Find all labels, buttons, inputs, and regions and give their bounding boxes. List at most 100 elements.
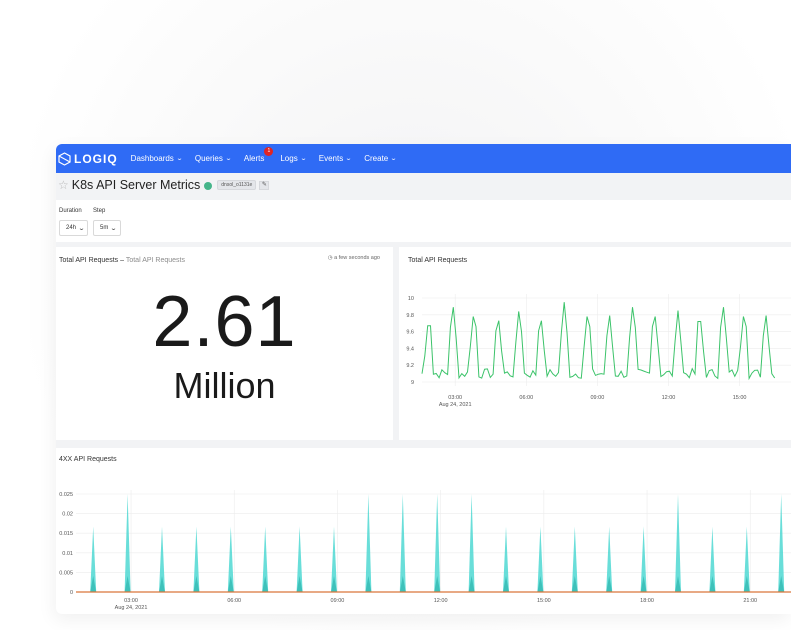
counter-panel-title: Total API Requests – Total API Requests	[59, 257, 185, 264]
spike-area	[124, 494, 131, 592]
spike-area	[503, 526, 509, 592]
spike-core	[365, 576, 372, 592]
x-tick-label: 09:00	[331, 598, 345, 604]
x-tick-label: 18:00	[640, 598, 654, 604]
spike-core	[503, 576, 509, 592]
chevron-down-icon: ⌄	[224, 156, 232, 162]
chevron-down-icon: ⌄	[78, 225, 86, 232]
y-tick-label: 0.015	[59, 531, 73, 537]
spike-core	[399, 576, 406, 592]
y-tick-label: 9.2	[406, 363, 414, 369]
nav-logs-label: Logs	[280, 154, 298, 163]
spike-core	[434, 576, 441, 592]
total-requests-panel: Total API Requests 10 9.8 9.6 9.4 9.2 9 03:00 A…	[399, 247, 791, 440]
nav-create[interactable]: Create ⌄	[364, 154, 397, 163]
x-tick-label: 06:00	[227, 598, 241, 604]
nav-alerts[interactable]: Alerts 1	[243, 147, 274, 163]
spike-core	[296, 576, 303, 592]
duration-select[interactable]: 24h ⌄	[59, 220, 88, 236]
nav-logs[interactable]: Logs ⌄	[280, 154, 307, 163]
x-tick-label: 03:00	[448, 395, 462, 401]
counter-unit: Million	[173, 365, 276, 406]
total-chart-title: Total API Requests	[408, 257, 468, 264]
step-select[interactable]: 5m ⌄	[93, 220, 121, 236]
duration-label: Duration	[59, 208, 82, 214]
duration-value: 24h	[66, 225, 77, 231]
spike-core	[709, 576, 716, 592]
chevron-down-icon: ⌄	[299, 156, 307, 162]
edit-tag-button[interactable]: ✎	[259, 180, 270, 190]
timestamp-text: a few seconds ago	[334, 255, 380, 261]
logo-icon	[58, 151, 71, 166]
y-tick-label: 10	[408, 296, 414, 302]
spike-core	[606, 576, 613, 592]
y-tick-label: 0.005	[59, 570, 73, 576]
alerts-count-badge: 1	[264, 147, 274, 156]
dashboard-tag[interactable]: dnsol_o1131e	[217, 180, 257, 190]
chevron-down-icon: ⌄	[110, 225, 118, 232]
app-window: LOGIQ Dashboards ⌄ Queries ⌄ Alerts 1 Lo…	[56, 144, 791, 614]
chevron-down-icon: ⌄	[345, 156, 353, 162]
spike-area	[193, 526, 200, 592]
x-tick-label: 12:00	[662, 395, 676, 401]
x-tick-label: 15:00	[537, 598, 551, 604]
refresh-timestamp: ◷ a few seconds ago	[328, 255, 380, 261]
favorite-star-icon[interactable]: ☆	[58, 178, 69, 192]
y-tick-label: 9.8	[406, 313, 414, 319]
series-line	[421, 302, 776, 381]
spike-core	[537, 576, 544, 592]
nav-alerts-label: Alerts	[243, 154, 265, 163]
counter-value: 2.61	[152, 282, 297, 362]
spike-area	[159, 526, 165, 592]
counter-panel: Total API Requests – Total API Requests …	[56, 247, 393, 440]
nav-dashboards[interactable]: Dashboards ⌄	[131, 154, 183, 163]
x-tick-label: 09:00	[590, 395, 604, 401]
x-tick-date: Aug 24, 2021	[439, 402, 472, 408]
x-tick-label: 06:00	[519, 395, 533, 401]
y-tick-label: 9	[411, 380, 414, 386]
spike-core	[227, 576, 234, 592]
y-tick-label: 0	[70, 590, 73, 596]
spike-area	[537, 526, 544, 592]
y-tick-label: 0.01	[62, 551, 73, 557]
page-title: K8s API Server Metrics	[71, 178, 201, 192]
spike-core	[331, 576, 337, 592]
spike-core	[90, 576, 97, 592]
refresh-icon[interactable]	[204, 182, 213, 190]
nav-queries-label: Queries	[194, 154, 223, 163]
spike-area	[468, 494, 475, 592]
spike-area	[227, 526, 234, 592]
spike-core	[778, 576, 785, 592]
step-value: 5m	[100, 225, 109, 231]
clock-icon: ◷	[327, 255, 333, 261]
dashboard-header: ☆ K8s API Server Metrics dnsol_o1131e ✎	[56, 173, 791, 197]
spike-core	[468, 576, 475, 592]
y-tick-label: 9.4	[406, 346, 414, 352]
spike-area	[640, 526, 647, 592]
x-tick-label: 21:00	[743, 598, 757, 604]
x-tick-label: 12:00	[434, 598, 448, 604]
logo[interactable]: LOGIQ	[58, 152, 118, 166]
nav-queries[interactable]: Queries ⌄	[194, 154, 232, 163]
spike-area	[296, 526, 303, 592]
top-navbar: LOGIQ Dashboards ⌄ Queries ⌄ Alerts 1 Lo…	[56, 144, 791, 173]
nav-events[interactable]: Events ⌄	[319, 154, 353, 163]
x-tick-date: Aug 24, 2021	[115, 605, 148, 611]
spike-area	[434, 494, 441, 592]
spike-core	[675, 576, 681, 592]
x-tick-label: 15:00	[733, 395, 747, 401]
spike-core	[262, 576, 269, 592]
spike-area	[571, 526, 578, 592]
4xx-requests-panel: 4XX API Requests 0.025 0.02 0.015 0.01 0.005…	[56, 448, 791, 614]
logo-text: LOGIQ	[74, 151, 118, 166]
spike-area	[331, 526, 337, 592]
spike-area	[365, 494, 372, 592]
spike-core	[124, 576, 131, 592]
spike-core	[193, 576, 200, 592]
counter-title: Total API Requests	[59, 257, 119, 264]
spike-area	[778, 494, 785, 592]
spike-core	[159, 576, 165, 592]
spike-area	[709, 526, 716, 592]
